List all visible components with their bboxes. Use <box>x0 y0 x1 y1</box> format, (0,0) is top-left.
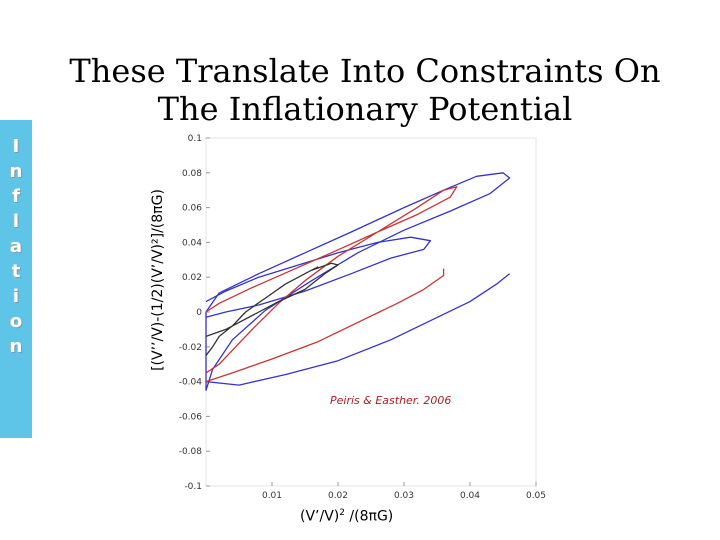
y-tick-label: 0.06 <box>182 204 202 214</box>
sidebar-letter: i <box>12 286 20 307</box>
y-tick-label: -0.08 <box>179 447 203 457</box>
y-tick-label: 0.04 <box>182 238 202 248</box>
y-tick-label: -0.1 <box>184 482 202 492</box>
contour-line-series-1 <box>205 273 511 386</box>
y-tick-label: -0.04 <box>179 378 203 388</box>
plot-area <box>205 137 537 487</box>
sidebar-letter: a <box>9 236 23 257</box>
sidebar-letter: l <box>12 211 20 232</box>
contour-line-series-1 <box>205 236 432 318</box>
y-tick-label: 0.08 <box>182 169 202 179</box>
x-tick-label: 0.02 <box>328 491 348 501</box>
sidebar-letter: I <box>12 136 20 157</box>
y-tick-label: 0.1 <box>188 134 202 144</box>
x-tick-label: 0.04 <box>460 491 480 501</box>
sidebar-letter: t <box>11 261 21 282</box>
title-line-2: The Inflationary Potential <box>157 90 573 128</box>
y-axis-label: [(V’’/V)-(1/2)(V’/V)²]/(8πG) <box>150 189 166 371</box>
x-axis-label: (V’/V)2 /(8πG) <box>300 508 393 525</box>
x-tick-label: 0.03 <box>394 491 414 501</box>
contour-line-series-3 <box>311 266 319 271</box>
y-tick-label: -0.06 <box>179 412 203 422</box>
contour-line-series-1 <box>205 172 511 391</box>
title-line-1: These Translate Into Constraints On <box>69 52 661 90</box>
sidebar-letter: n <box>9 161 23 182</box>
contour-line-series-2 <box>205 268 445 383</box>
sidebar-letter: o <box>9 311 23 332</box>
x-axis-label-base: (V’/V) <box>300 508 340 525</box>
x-axis-label-exponent: 2 <box>339 508 345 518</box>
sidebar-letter: f <box>12 186 20 207</box>
sidebar-letter: n <box>9 336 23 357</box>
y-tick-label: 0 <box>196 308 202 318</box>
citation-annotation: Peiris & Easther. 2006 <box>330 394 451 407</box>
y-tick-label: -0.02 <box>179 343 202 353</box>
x-tick-label: 0.01 <box>262 491 282 501</box>
x-axis-label-tail: /(8πG) <box>344 508 394 525</box>
contour-line-series-2 <box>205 186 458 374</box>
slide-title: These Translate Into Constraints On The … <box>60 52 670 128</box>
y-tick-label: 0.02 <box>182 273 202 283</box>
sidebar-vertical-word: I n f l a t i o n <box>0 120 32 438</box>
x-tick-label: 0.05 <box>526 491 546 501</box>
contour-line-series-3 <box>205 262 339 356</box>
